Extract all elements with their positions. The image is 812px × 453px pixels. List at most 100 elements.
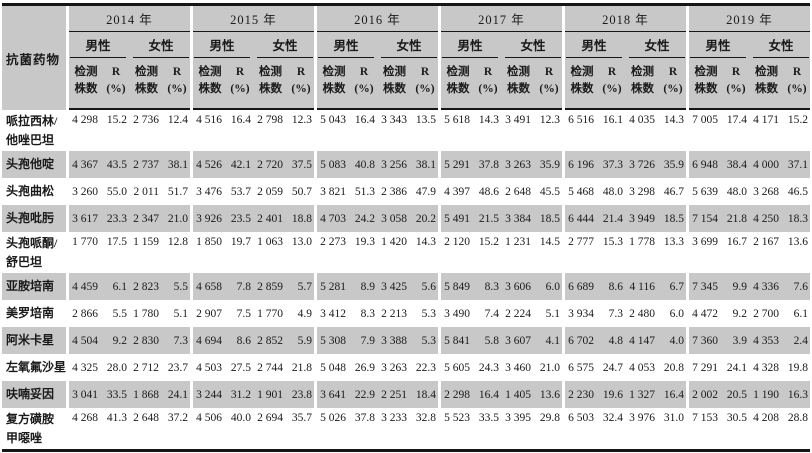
strain-count-value: 2 648 (133, 412, 159, 424)
r-percent-value: 12.3 (291, 114, 312, 126)
strain-count-value: 3 607 (505, 334, 531, 347)
strain-count-value: 2 480 (629, 307, 655, 320)
drug-name: 阿米卡星 (2, 327, 66, 354)
r-percent-value: 4.0 (669, 334, 684, 347)
strain-count-value: 5 291 (444, 158, 470, 171)
drug-name-line: 头孢曲松 (6, 184, 55, 199)
strain-count-value: 2 694 (257, 412, 283, 424)
strain-count-value: 4 516 (196, 114, 222, 126)
r-percent-value: 9.2 (112, 334, 127, 347)
subcolumn-header-row: 检测 株数 R (%) 检测 株数 R (%) (689, 58, 810, 108)
year-data-cell: 3 041 33.5 1 868 24.1 (69, 381, 190, 408)
col-header-tested-strains: 检测 株数 (507, 66, 530, 95)
strain-count-value: 4 328 (753, 361, 779, 374)
r-percent-value: 24.2 (354, 212, 375, 225)
year-data-cell: 1 850 19.7 1 063 13.0 (193, 232, 314, 273)
r-percent-value: 6.1 (793, 307, 808, 320)
strain-count-value: 4 397 (444, 185, 470, 198)
strain-count-value: 2 230 (568, 388, 594, 401)
year-data-cell: 5 083 40.8 3 256 38.1 (317, 151, 438, 178)
r-percent-value: 21.8 (291, 361, 312, 374)
gender-header-row: 男性 女性 (317, 32, 438, 58)
r-percent-value: 9.2 (732, 307, 747, 320)
year-group-header: 2018 年 男性 女性 检测 株数 R (%) 检测 株数 R (%) (565, 6, 686, 110)
year-data-cell: 5 048 26.9 3 263 22.3 (317, 354, 438, 381)
r-percent-value: 35.7 (291, 412, 312, 424)
strain-count-value: 5 523 (444, 412, 470, 424)
strain-count-value: 2 859 (257, 280, 283, 293)
r-percent-value: 24.7 (602, 361, 623, 374)
table-row: 亚胺培南 4 459 6.1 2 823 5.5 4 658 7.8 2 859 5.7 5 28… (2, 273, 810, 300)
gender-header-row: 男性 女性 (689, 32, 810, 58)
year-group-header: 2019 年 男性 女性 检测 株数 R (%) 检测 株数 R (%) (689, 6, 810, 110)
year-data-cell: 7 005 17.4 4 171 15.2 (689, 110, 810, 151)
strain-count-value: 3 491 (505, 114, 531, 126)
strain-count-value: 2 823 (133, 280, 159, 293)
strain-count-value: 6 948 (692, 158, 718, 171)
r-percent-value: 15.2 (787, 114, 808, 126)
strain-count-value: 1 420 (381, 236, 407, 248)
r-percent-value: 37.3 (602, 158, 623, 171)
gender-female-label: 女性 (257, 32, 313, 58)
r-percent-value: 26.9 (354, 361, 375, 374)
col-header-tested-strains: 检测 株数 (135, 66, 158, 95)
subcolumn-header-row: 检测 株数 R (%) 检测 株数 R (%) (193, 58, 314, 108)
year-data-cell: 5 491 21.5 3 384 18.5 (441, 205, 562, 232)
r-percent-value: 23.8 (291, 388, 312, 401)
year-data-cell: 3 934 7.3 2 480 6.0 (565, 300, 686, 327)
gender-header-row: 男性 女性 (193, 32, 314, 58)
r-percent-value: 8.3 (360, 307, 375, 320)
strain-count-value: 3 699 (692, 236, 718, 248)
year-data-cell: 2 777 15.3 1 778 13.3 (565, 232, 686, 273)
r-percent-value: 5.8 (484, 334, 499, 347)
strain-count-value: 4 035 (629, 114, 655, 126)
strain-count-value: 1 770 (72, 236, 98, 248)
strain-count-value: 2 777 (568, 236, 594, 248)
r-percent-value: 22.9 (354, 388, 375, 401)
strain-count-value: 1 231 (505, 236, 531, 248)
strain-count-value: 4 250 (753, 212, 779, 225)
r-percent-value: 5.7 (297, 280, 312, 293)
year-data-cell: 7 345 9.9 4 336 7.6 (689, 273, 810, 300)
strain-count-value: 2 298 (444, 388, 470, 401)
r-percent-value: 8.3 (484, 280, 499, 293)
r-percent-value: 12.8 (167, 236, 188, 248)
table-row: 哌拉西林/他唑巴坦 4 298 15.2 2 736 12.4 4 516 16.4 2 79… (2, 110, 810, 151)
r-percent-value: 7.6 (793, 280, 808, 293)
r-percent-value: 7.3 (608, 307, 623, 320)
strain-count-value: 7 360 (692, 334, 718, 347)
col-header-tested-strains: 检测 株数 (259, 66, 282, 95)
r-percent-value: 31.2 (230, 388, 251, 401)
year-data-cell: 4 472 9.2 2 700 6.1 (689, 300, 810, 327)
strain-count-value: 4 504 (72, 334, 98, 347)
drug-name-line: 呋喃妥因 (6, 387, 55, 402)
year-data-cell: 2 120 15.2 1 231 14.5 (441, 232, 562, 273)
strain-count-value: 7 154 (692, 212, 718, 225)
col-header-tested-strains: 检测 株数 (694, 66, 718, 95)
r-percent-value: 5.6 (421, 280, 436, 293)
strain-count-value: 4 503 (196, 361, 222, 374)
strain-count-value: 2 798 (257, 114, 283, 126)
strain-count-value: 2 852 (257, 334, 283, 347)
row-header-antibiotic-label: 抗菌药物 (2, 6, 66, 110)
r-percent-value: 32.4 (602, 412, 623, 424)
r-percent-value: 12.4 (167, 114, 188, 126)
year-group-header: 2014 年 男性 女性 检测 株数 R (%) 检测 株数 R (%) (69, 6, 190, 110)
r-percent-value: 46.7 (663, 185, 684, 198)
r-percent-value: 19.3 (354, 236, 375, 248)
year-data-cell: 4 459 6.1 2 823 5.5 (69, 273, 190, 300)
r-percent-value: 24.3 (478, 361, 499, 374)
strain-count-value: 2 213 (381, 307, 407, 320)
year-data-cell: 4 298 15.2 2 736 12.4 (69, 110, 190, 151)
col-header-tested-strains: 检测 株数 (322, 66, 346, 95)
r-percent-value: 18.3 (787, 212, 808, 225)
drug-name-line: 头孢吡肟 (6, 211, 55, 226)
strain-count-value: 3 298 (629, 185, 655, 198)
strain-count-value: 2 401 (257, 212, 283, 225)
r-percent-value: 50.7 (291, 185, 312, 198)
r-percent-value: 29.8 (539, 412, 560, 424)
year-label: 2016 年 (317, 6, 438, 32)
strain-count-value: 3 260 (72, 185, 98, 198)
strain-count-value: 3 726 (629, 158, 655, 171)
r-percent-value: 38.1 (415, 158, 436, 171)
